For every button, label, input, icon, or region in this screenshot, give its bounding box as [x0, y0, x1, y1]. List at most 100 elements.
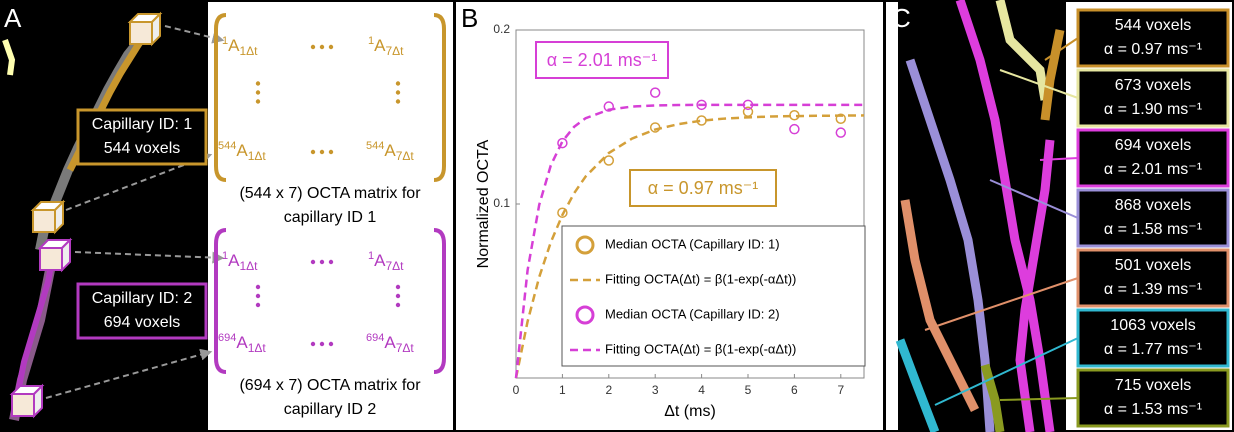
dashed-arrow: [45, 348, 213, 399]
dot: [310, 259, 316, 265]
leader-line: [1039, 157, 1079, 161]
data-point: [835, 127, 847, 138]
panel-c-frame: [884, 0, 1234, 432]
matrix-bracket: [214, 228, 227, 374]
dot: [310, 44, 316, 50]
x-tick-label: 1: [559, 383, 566, 397]
dot: [395, 90, 401, 95]
matrix-entry: 544A1Δt: [218, 140, 266, 163]
dot: [255, 284, 261, 290]
entry-alpha: α = 2.01 ms⁻¹: [1104, 161, 1202, 178]
cube: [32, 209, 56, 233]
data-point: [649, 87, 661, 98]
matrix-caption: capillary ID 2: [284, 401, 377, 418]
entry-box: [1076, 68, 1230, 128]
y-axis-label: Normalized OCTA: [475, 139, 492, 268]
superscript: 544: [366, 140, 384, 152]
entry-voxels: 544 voxels: [1115, 17, 1192, 34]
superscript: 1: [222, 35, 228, 47]
dashed-arrow: [65, 152, 213, 211]
base: A: [228, 36, 240, 55]
entry-voxels: 673 voxels: [1115, 77, 1192, 94]
subscript: 1Δt: [248, 341, 267, 355]
dot: [395, 302, 401, 308]
matrix-entry: 1A1Δt: [222, 250, 258, 273]
superscript: 1: [368, 250, 374, 262]
entry-alpha: α = 1.53 ms⁻¹: [1104, 401, 1202, 418]
capillary: [895, 338, 940, 432]
capillary-id: Capillary ID: 1: [92, 116, 193, 133]
superscript: 694: [218, 332, 236, 344]
base: A: [384, 141, 396, 160]
capillary: [955, 0, 1055, 432]
x-tick-label: 0: [513, 383, 520, 397]
entry-box: [1076, 308, 1230, 368]
leader-line: [1044, 37, 1079, 61]
capillary-voxels: 544 voxels: [104, 140, 181, 157]
x-tick-label: 6: [791, 383, 798, 397]
leader-line: [934, 337, 1079, 406]
leader-line: [999, 397, 1079, 401]
base: A: [374, 251, 386, 270]
data-point: [557, 137, 568, 149]
entry-alpha: α = 1.39 ms⁻¹: [1104, 281, 1202, 298]
panel-label: B: [461, 3, 478, 33]
entry-voxels: 501 voxels: [1115, 257, 1192, 274]
subscript: 7Δt: [385, 259, 404, 273]
legend-label: Fitting OCTA(Δt) = β(1-exp(-αΔt)): [605, 341, 796, 356]
superscript: 544: [218, 140, 236, 152]
leader-line: [924, 277, 1079, 331]
superscript: 1: [368, 35, 374, 47]
data-point: [603, 101, 615, 112]
entry-alpha: α = 1.77 ms⁻¹: [1104, 341, 1202, 358]
base: A: [228, 251, 240, 270]
legend-symbol: [575, 305, 595, 325]
fit-line: [514, 103, 864, 379]
dot: [328, 149, 334, 155]
x-tick-label: 5: [745, 383, 752, 397]
subscript: 1Δt: [248, 149, 267, 163]
dot: [328, 341, 334, 347]
dot: [310, 341, 316, 347]
entry-box: [1076, 248, 1230, 308]
entry-box: [1076, 8, 1230, 68]
capillary-label-box: [76, 282, 208, 340]
subscript: 7Δt: [385, 44, 404, 58]
data-point: [789, 123, 800, 135]
data-point: [835, 113, 847, 124]
capillary: [1040, 29, 1065, 121]
matrix-bracket: [214, 13, 227, 182]
capillary-label-box: [76, 108, 208, 166]
dot: [319, 259, 325, 265]
data-point: [557, 207, 568, 218]
dot: [255, 293, 261, 299]
annotation-box: [629, 169, 777, 207]
dot: [395, 81, 401, 86]
subscript: 7Δt: [396, 341, 415, 355]
dot: [319, 44, 325, 50]
entry-voxels: 868 voxels: [1115, 197, 1192, 214]
panel-label: A: [4, 3, 22, 33]
capillary-id: Capillary ID: 2: [92, 290, 193, 307]
dot: [395, 99, 401, 104]
dot: [255, 302, 261, 308]
panel-label: C: [892, 3, 911, 33]
dashed-arrow: [74, 251, 225, 264]
dot: [255, 90, 261, 95]
capillary: [900, 199, 980, 413]
matrix-entry: 544A7Δt: [366, 140, 414, 163]
capillary: [13, 259, 55, 403]
matrix-caption: (544 x 7) OCTA matrix for: [239, 185, 421, 202]
dot: [255, 81, 261, 86]
dot: [255, 99, 261, 104]
data-point: [603, 155, 615, 166]
dot: [395, 293, 401, 299]
y-tick-label: 0.2: [493, 22, 510, 36]
dot: [328, 44, 334, 50]
capillary: [2, 39, 16, 76]
dot: [310, 149, 316, 155]
base: A: [236, 333, 248, 352]
x-axis-label: Δt (ms): [664, 403, 716, 420]
superscript: 1: [222, 250, 228, 262]
matrix-entry: 694A1Δt: [218, 332, 266, 355]
